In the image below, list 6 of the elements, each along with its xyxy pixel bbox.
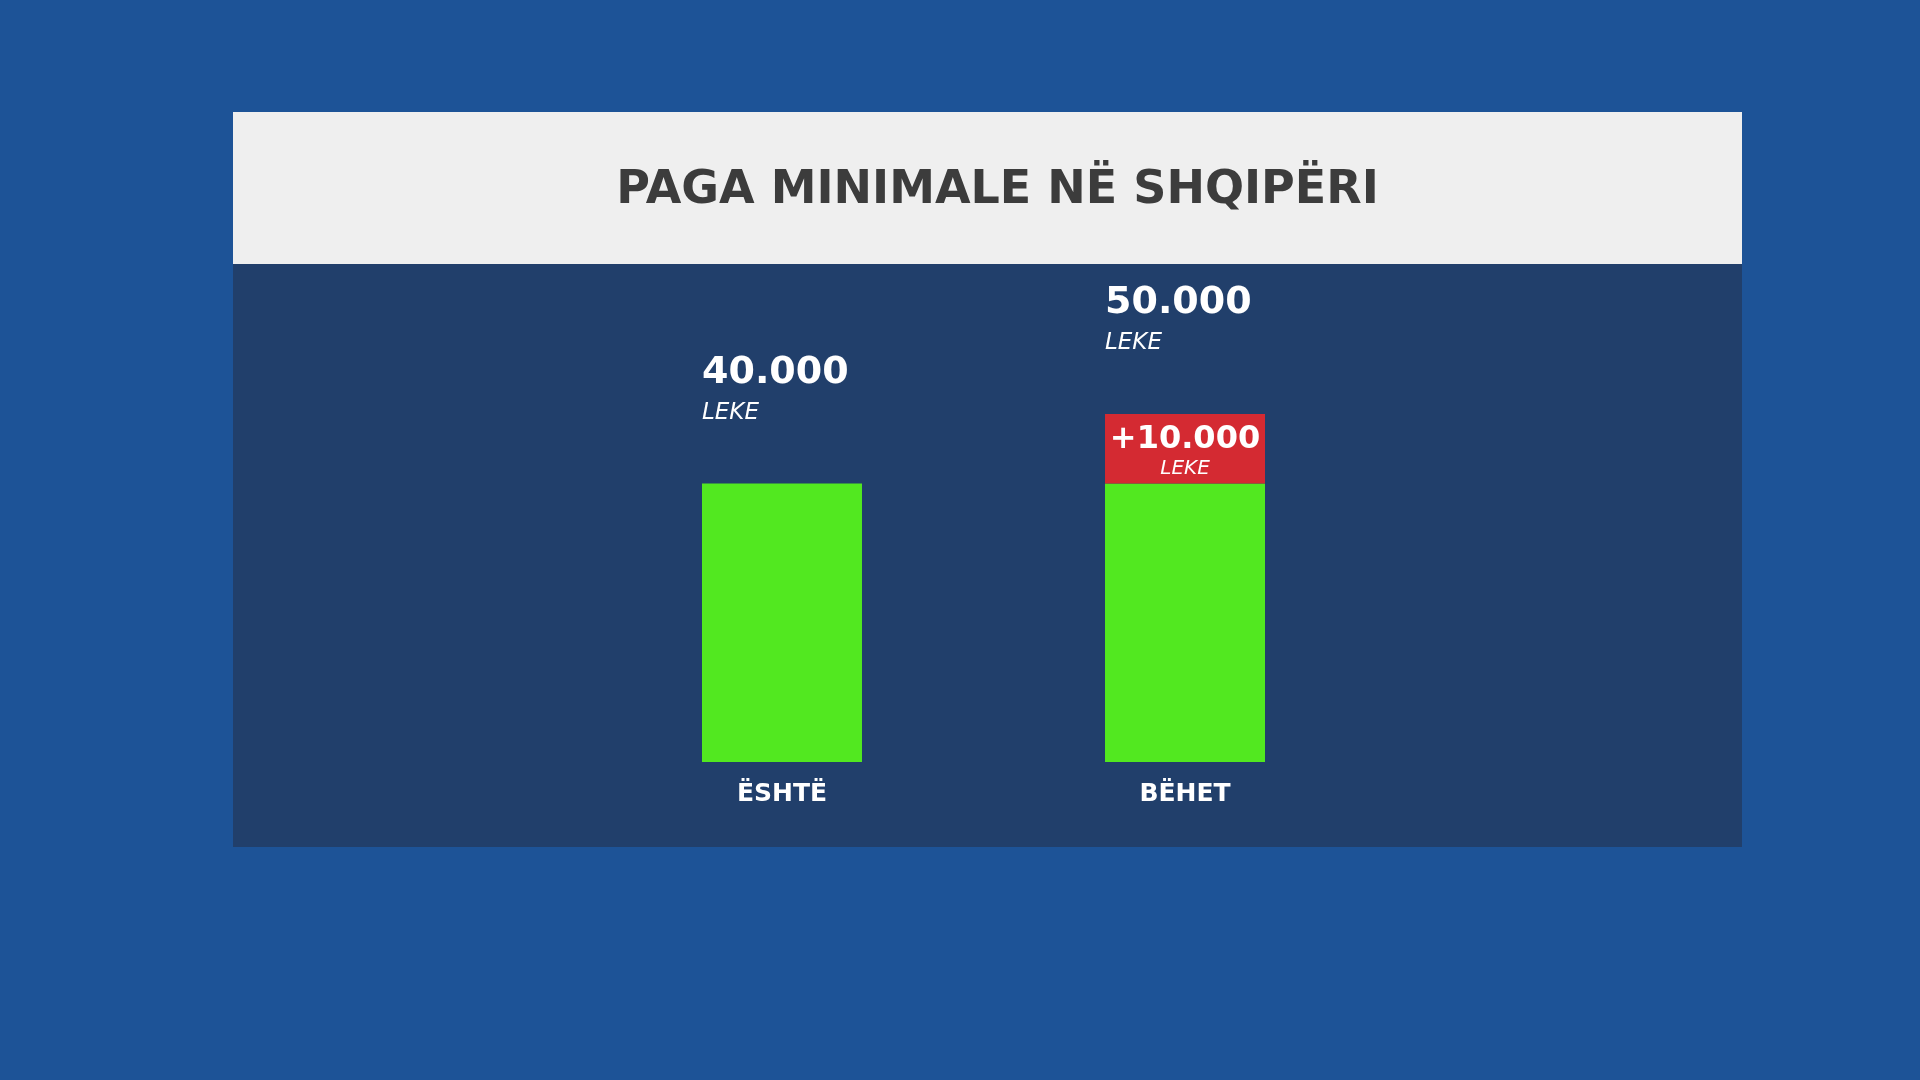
x-tick-label: ËSHTË [736, 776, 828, 807]
data-label: +10.000 LEKE [1109, 417, 1261, 479]
x-tick-label: BËHET [1139, 776, 1231, 807]
data-label: 40.000 LEKE [702, 347, 849, 424]
total-label: 50.000 LEKE [1105, 278, 1252, 354]
chart-title: PAGA MINIMALE NË SHQIPËRI [616, 160, 1379, 214]
